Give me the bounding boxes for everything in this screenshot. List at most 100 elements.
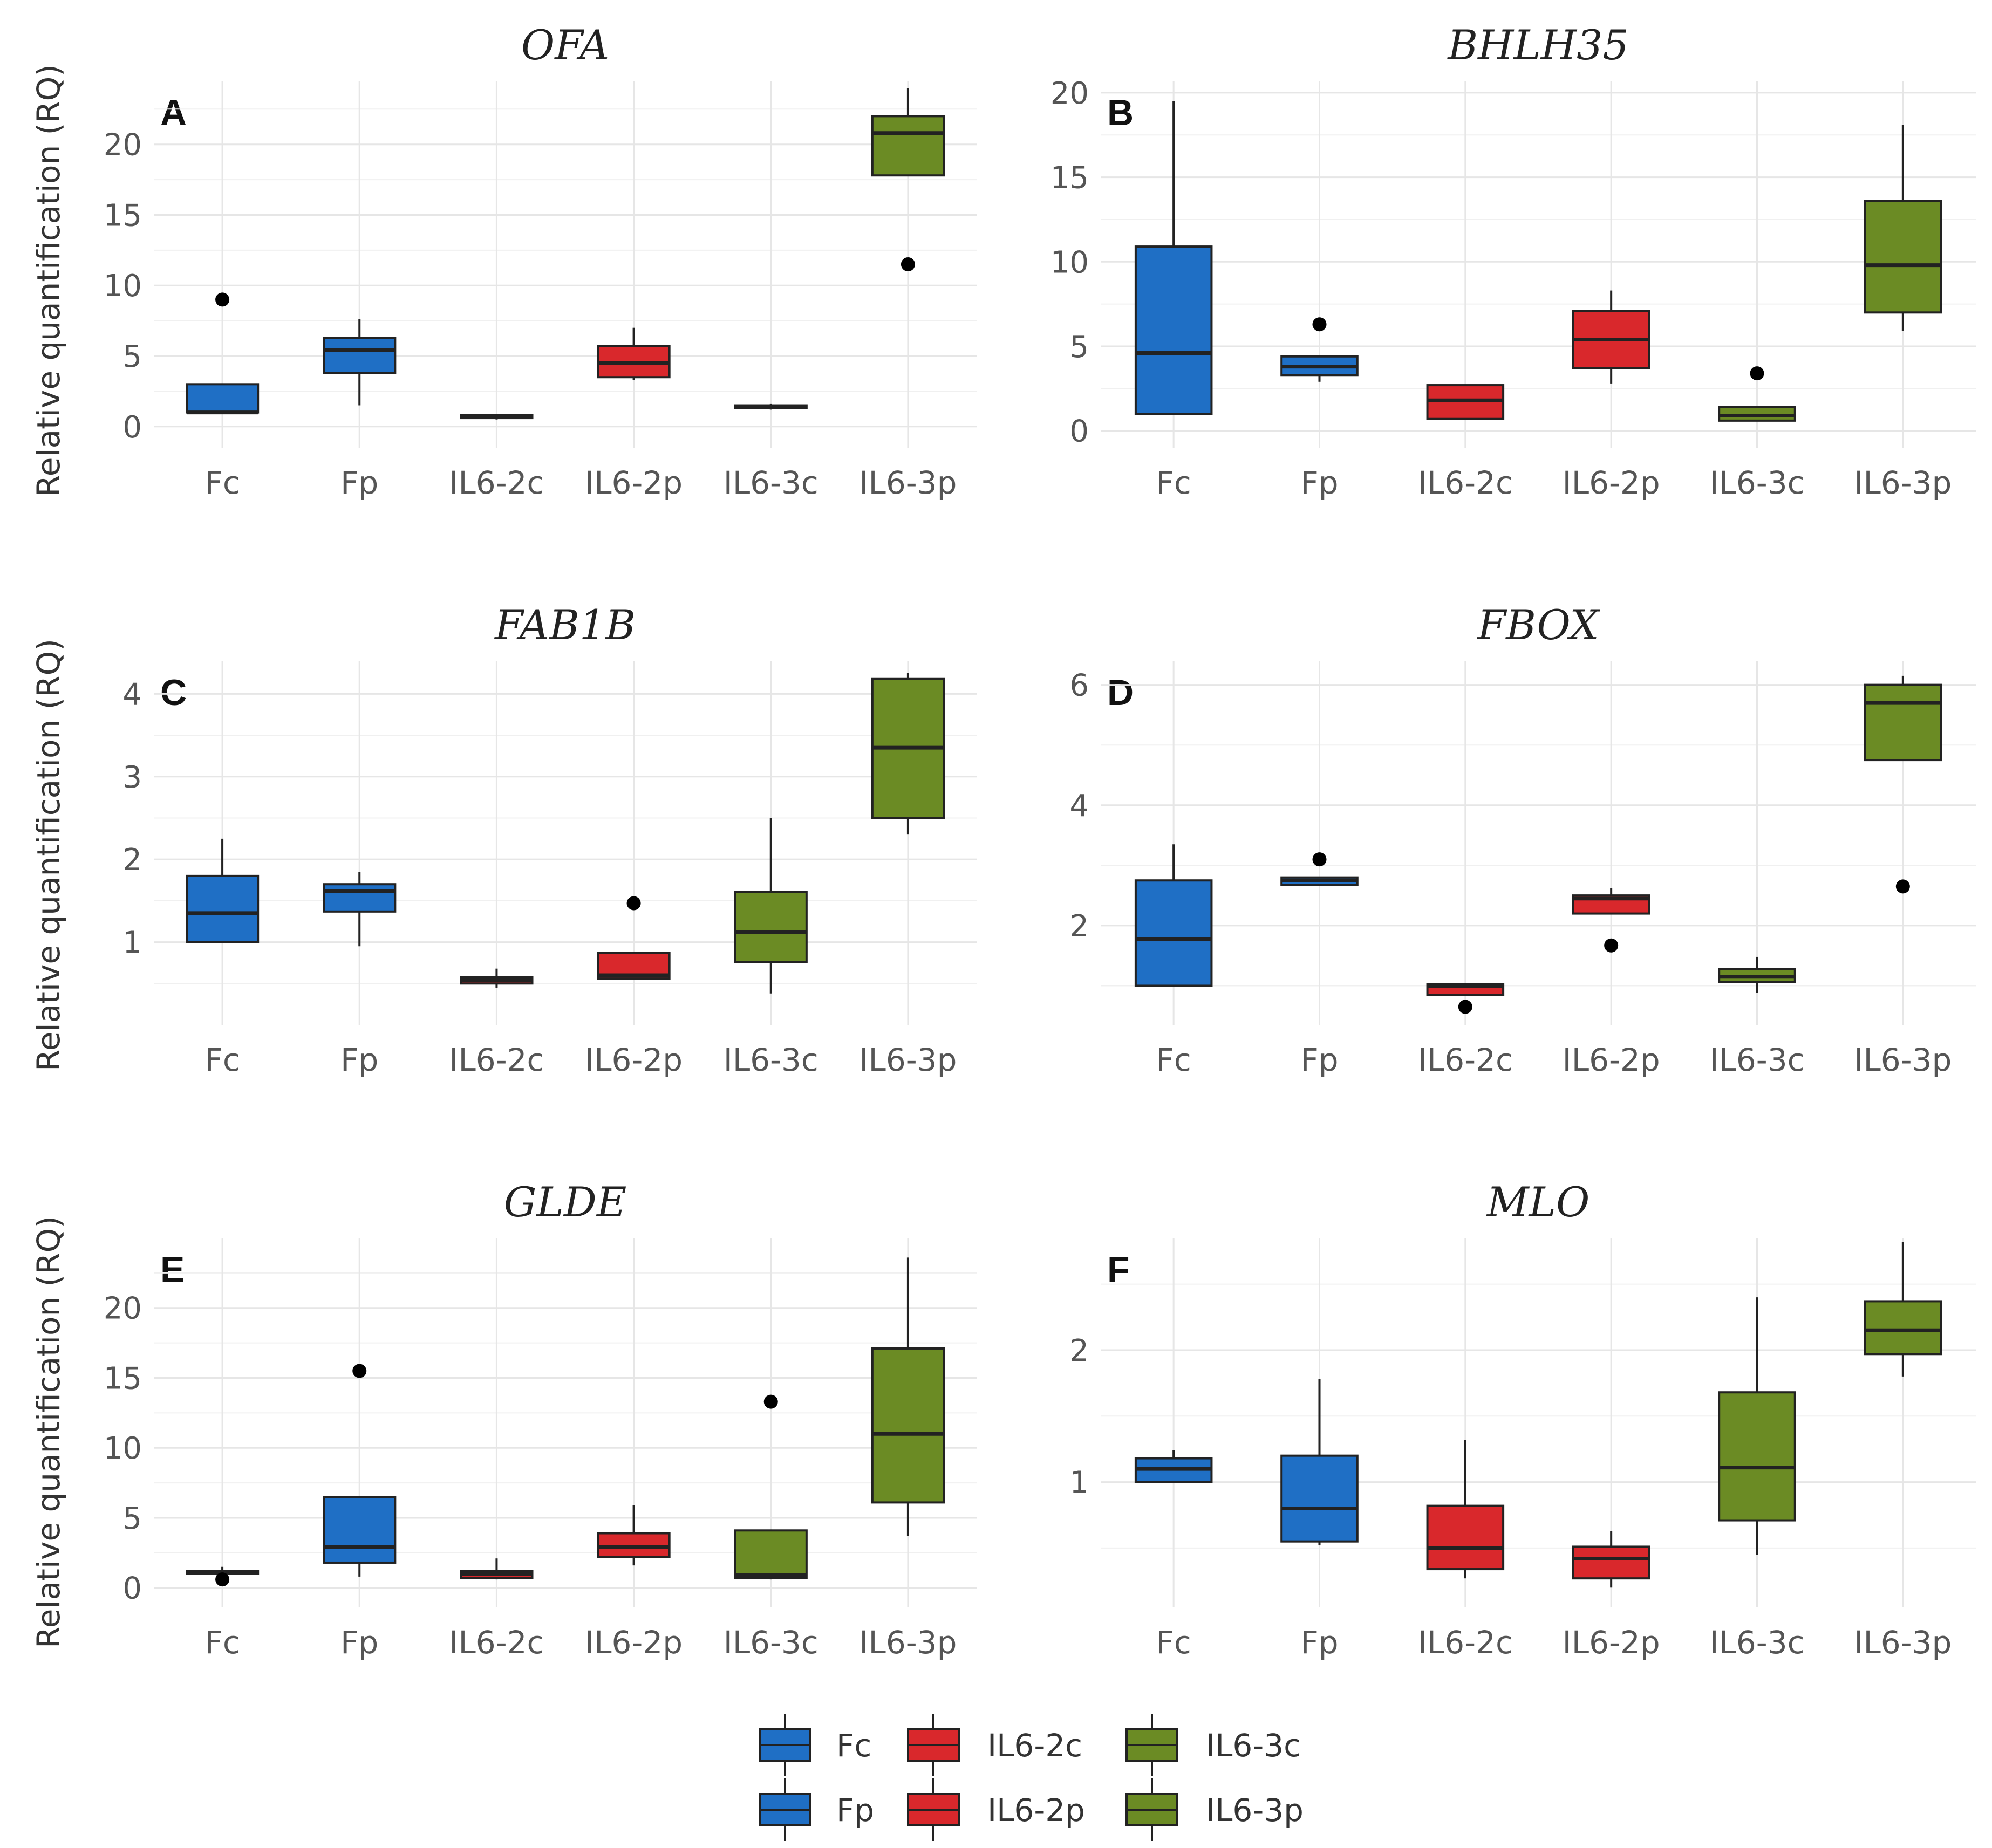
y-tick-label: 15 — [1050, 161, 1089, 196]
x-tick-label-fp: Fp — [340, 1042, 378, 1078]
x-tick-label-il6-3c: IL6-3c — [724, 1624, 818, 1661]
x-tick-label-il6-2p: IL6-2p — [585, 1042, 683, 1078]
x-tick-label-fc: Fc — [204, 1624, 240, 1661]
outlier-point — [1895, 879, 1910, 894]
panel-fab1b: FAB1B C 1 2 3 4 Fc Fp IL6-2c IL6-2p IL6-3c IL6-3p — [122, 601, 977, 1078]
box-il6-2p — [597, 1505, 671, 1566]
panel-fbox-title: FBOX — [1476, 601, 1600, 649]
x-tick-label-il6-2c: IL6-2c — [1418, 1042, 1513, 1078]
panel-glde: GLDE E 0 5 10 15 20 Fc Fp IL6-2c IL6-2p IL6-3c IL6-3… — [104, 1178, 977, 1661]
box-il6-3p — [871, 1257, 945, 1536]
outlier-point — [626, 896, 641, 911]
box-il6-2c — [1426, 384, 1505, 420]
outlier-point — [901, 257, 915, 271]
x-tick-label-il6-2p: IL6-2p — [1563, 464, 1660, 501]
y-tick-label: 1 — [1069, 1466, 1089, 1501]
box-body — [1864, 1300, 1942, 1356]
box-body — [1134, 245, 1213, 415]
panel-glde-title: GLDE — [504, 1178, 627, 1226]
panel-bhlh35: BHLH35 B 0 5 10 15 20 Fc Fp IL6-2c IL6-2p IL6-3c IL6… — [1050, 21, 1976, 501]
x-tick-label-il6-3p: IL6-3p — [1854, 1042, 1952, 1078]
x-tick-label-fp: Fp — [1300, 464, 1338, 501]
y-tick-label: 2 — [122, 843, 142, 878]
panel-glde-letter: E — [160, 1249, 185, 1290]
box-fp — [1280, 1379, 1359, 1546]
box-il6-2p — [597, 896, 671, 980]
y-tick-label: 10 — [1050, 245, 1089, 280]
legend-label-fp: Fp — [836, 1792, 874, 1829]
box-il6-2c — [1426, 1440, 1505, 1579]
outlier-point — [352, 1364, 367, 1378]
box-body — [871, 115, 945, 177]
x-tick-label-fc: Fc — [204, 464, 240, 501]
x-tick-label-il6-2c: IL6-2c — [449, 1624, 544, 1661]
panel-fbox-letter: D — [1107, 672, 1134, 713]
box-il6-3p — [1864, 675, 1942, 894]
x-tick-label-il6-2p: IL6-2p — [585, 464, 683, 501]
box-fp — [323, 872, 397, 947]
legend-item-il6-3c: IL6-3c — [1125, 1714, 1301, 1776]
box-body — [1864, 200, 1942, 314]
y-tick-label: 4 — [1069, 789, 1089, 824]
box-body — [734, 1529, 808, 1579]
x-tick-label-il6-3p: IL6-3p — [1854, 1624, 1952, 1661]
legend-item-il6-2c: IL6-2c — [907, 1714, 1082, 1776]
box-il6-3c — [734, 403, 808, 410]
outlier-point — [1312, 317, 1327, 332]
y-tick-label: 15 — [104, 198, 142, 233]
y-axis-title-row-3: Relative quantification (RQ) — [30, 1216, 67, 1648]
legend-item-fc: Fc — [759, 1714, 871, 1776]
panel-bhlh35-title: BHLH35 — [1447, 21, 1629, 69]
panel-fab1b-letter: C — [160, 672, 187, 713]
x-tick-label-il6-3c: IL6-3c — [1709, 1624, 1804, 1661]
box-il6-3p — [1864, 125, 1942, 331]
y-tick-label: 5 — [122, 339, 142, 374]
outlier-point — [215, 1572, 230, 1587]
y-tick-label: 1 — [122, 926, 142, 961]
x-tick-label-il6-3p: IL6-3p — [1854, 464, 1952, 501]
box-il6-2c — [1426, 983, 1505, 1014]
box-body — [1718, 1391, 1796, 1522]
x-tick-label-fp: Fp — [1300, 1624, 1338, 1661]
legend-item-fp: Fp — [759, 1778, 874, 1841]
box-il6-2p — [1572, 888, 1650, 953]
x-tick-label-il6-3p: IL6-3p — [859, 464, 957, 501]
box-fc — [1134, 101, 1213, 415]
box-il6-2p — [1572, 1531, 1650, 1588]
x-tick-label-fp: Fp — [1300, 1042, 1338, 1078]
y-tick-label: 5 — [122, 1501, 142, 1536]
box-body — [186, 383, 260, 414]
box-il6-2c — [460, 968, 534, 988]
x-tick-label-fc: Fc — [204, 1042, 240, 1078]
box-il6-2c — [460, 1558, 534, 1580]
x-tick-label-il6-3c: IL6-3c — [724, 464, 818, 501]
outlier-point — [763, 1394, 778, 1409]
box-il6-3c — [1718, 956, 1796, 993]
box-body — [1280, 1454, 1359, 1543]
box-il6-2c — [460, 414, 534, 420]
panel-ofa-title: OFA — [521, 21, 609, 69]
x-tick-label-il6-2c: IL6-2c — [1418, 464, 1513, 501]
y-tick-label: 0 — [122, 1571, 142, 1606]
panel-ofa: OFA A 0 5 10 15 20 Fc Fp IL6-2c IL6-2p IL6-3c IL6-3p — [104, 21, 977, 501]
y-tick-label: 6 — [1069, 668, 1089, 703]
x-tick-label-il6-3c: IL6-3c — [724, 1042, 818, 1078]
legend-label-il6-3p: IL6-3p — [1206, 1792, 1304, 1829]
y-tick-label: 0 — [1069, 414, 1089, 449]
box-il6-3c — [734, 818, 808, 994]
x-tick-label-il6-2c: IL6-2c — [449, 464, 544, 501]
box-fc — [186, 292, 260, 415]
box-body — [323, 337, 397, 374]
y-axis-titles: Relative quantification (RQ) Relative qu… — [30, 64, 67, 1648]
y-tick-label: 20 — [104, 128, 142, 163]
y-tick-label: 20 — [1050, 76, 1089, 111]
outlier-point — [1604, 938, 1619, 953]
y-tick-label: 0 — [122, 410, 142, 445]
box-il6-3p — [871, 88, 945, 271]
box-il6-2p — [1572, 290, 1650, 384]
box-il6-3c — [1718, 1297, 1796, 1555]
panel-mlo-title: MLO — [1486, 1178, 1590, 1226]
box-fp — [1280, 317, 1359, 382]
